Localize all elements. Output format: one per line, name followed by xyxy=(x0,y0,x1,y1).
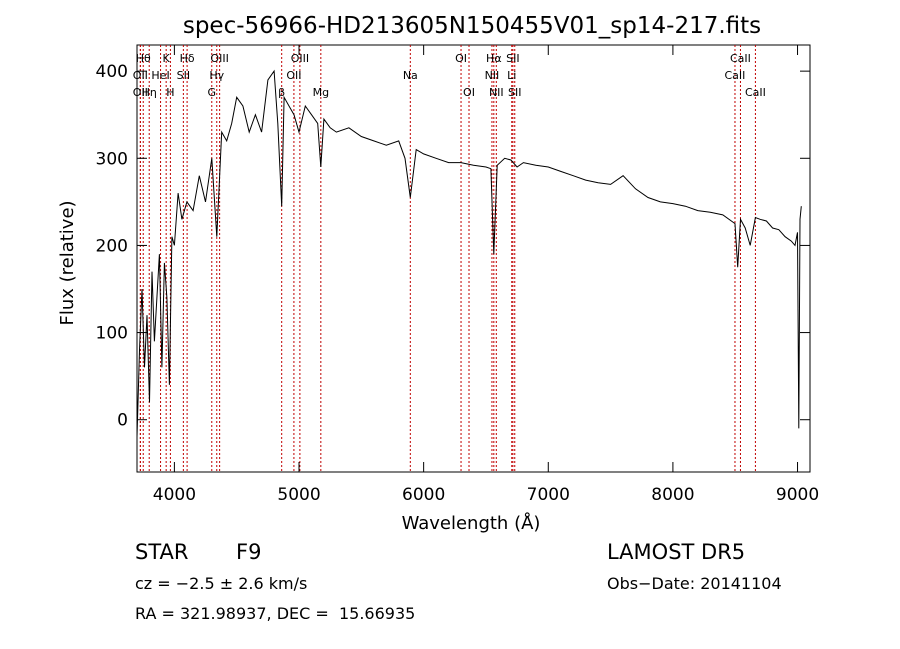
line-marker-label: Li xyxy=(507,69,516,82)
line-marker-label: OI xyxy=(463,86,475,99)
x-axis-label: Wavelength (Å) xyxy=(402,512,541,534)
line-marker-label: Hδ xyxy=(180,52,195,65)
line-marker-label: CaII xyxy=(725,69,746,82)
line-marker-label: CaII xyxy=(745,86,766,99)
line-marker-label: Mg xyxy=(313,86,329,99)
line-marker-label: G xyxy=(208,86,217,99)
redshift-text: cz = −2.5 ± 2.6 km/s xyxy=(135,574,308,593)
obs-date-text: Obs−Date: 20141104 xyxy=(607,574,782,593)
line-marker-label: OI xyxy=(455,52,467,65)
line-marker-label: SII xyxy=(508,86,521,99)
spectral-line-labels: HθOIIOIIHηHeIKHSIIHδGHγOIIIβOIIOIIIMgNaO… xyxy=(133,52,766,99)
chart-title: spec-56966-HD213605N150455V01_sp14-217.f… xyxy=(183,13,761,39)
line-marker-label: NII xyxy=(489,86,504,99)
plot-frame xyxy=(136,44,811,473)
spectral-line-markers xyxy=(139,45,756,472)
line-marker-label: Hα xyxy=(486,52,502,65)
line-marker-label: H xyxy=(166,86,174,99)
line-marker-label: β xyxy=(278,86,285,99)
x-tick-label: 4000 xyxy=(153,485,196,505)
x-tick-label: 6000 xyxy=(402,485,445,505)
y-axis-ticks: 0 100 200 300 400 xyxy=(96,62,810,431)
y-tick-label: 200 xyxy=(96,236,128,256)
line-marker-label: Hη xyxy=(142,86,157,99)
x-tick-label: 7000 xyxy=(527,485,570,505)
line-marker-label: OIII xyxy=(291,52,309,65)
spectrum-line xyxy=(136,69,802,438)
line-marker-label: SII xyxy=(506,52,519,65)
x-tick-label: 9000 xyxy=(776,485,819,505)
line-marker-label: OII xyxy=(133,69,148,82)
y-tick-label: 100 xyxy=(96,324,128,344)
spectral-subclass: F9 xyxy=(236,540,262,564)
line-marker-label: K xyxy=(163,52,171,65)
line-marker-label: Na xyxy=(403,69,418,82)
survey-name: LAMOST DR5 xyxy=(607,540,746,564)
line-marker-label: NII xyxy=(485,69,500,82)
line-marker-label: OII xyxy=(286,69,301,82)
line-marker-label: OII xyxy=(133,86,148,99)
y-axis-label: Flux (relative) xyxy=(57,200,78,325)
line-marker-label: SII xyxy=(177,69,190,82)
x-tick-label: 8000 xyxy=(651,485,694,505)
line-marker-label: HeI xyxy=(151,69,169,82)
line-marker-label: Hθ xyxy=(136,52,151,65)
object-type: STAR xyxy=(135,540,189,564)
y-tick-label: 400 xyxy=(96,62,128,82)
y-tick-label: 300 xyxy=(96,149,128,169)
coordinates-text: RA = 321.98937, DEC = 15.66935 xyxy=(135,604,416,623)
x-tick-label: 5000 xyxy=(277,485,320,505)
line-marker-label: CaII xyxy=(730,52,751,65)
x-axis-ticks: 4000 5000 6000 7000 8000 9000 xyxy=(153,45,819,505)
y-tick-label: 0 xyxy=(117,411,128,431)
line-marker-label: OIII xyxy=(210,52,228,65)
line-marker-label: Hγ xyxy=(209,69,224,82)
